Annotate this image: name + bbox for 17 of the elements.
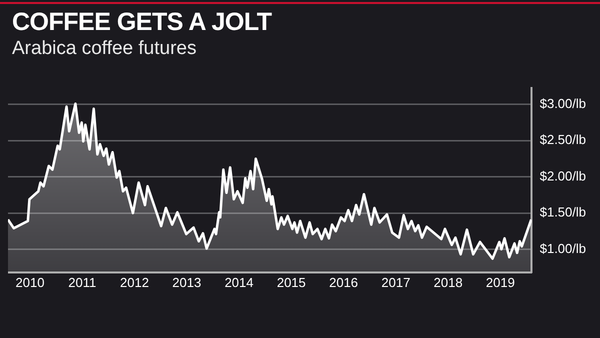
x-tick-label: 2012 <box>120 274 149 290</box>
x-tick-label: 2010 <box>15 274 44 290</box>
chart-subtitle: Arabica coffee futures <box>12 38 196 60</box>
x-tick-label: 2016 <box>329 274 358 290</box>
y-tick-label: $1.00/lb <box>540 240 586 256</box>
y-tick-label: $3.00/lb <box>540 96 586 112</box>
y-tick-label: $2.50/lb <box>540 132 586 148</box>
x-tick-label: 2014 <box>224 274 254 290</box>
x-tick-label: 2018 <box>434 274 463 290</box>
x-tick-label: 2017 <box>381 274 410 290</box>
y-tick-label: $2.00/lb <box>540 168 586 184</box>
x-tick-label: 2013 <box>172 274 202 290</box>
chart-title: COFFEE GETS A JOLT <box>12 8 272 37</box>
y-tick-label: $1.50/lb <box>540 204 586 220</box>
x-tick-label: 2015 <box>276 274 306 290</box>
x-tick-label: 2011 <box>68 274 96 290</box>
x-tick-label: 2019 <box>486 274 515 290</box>
